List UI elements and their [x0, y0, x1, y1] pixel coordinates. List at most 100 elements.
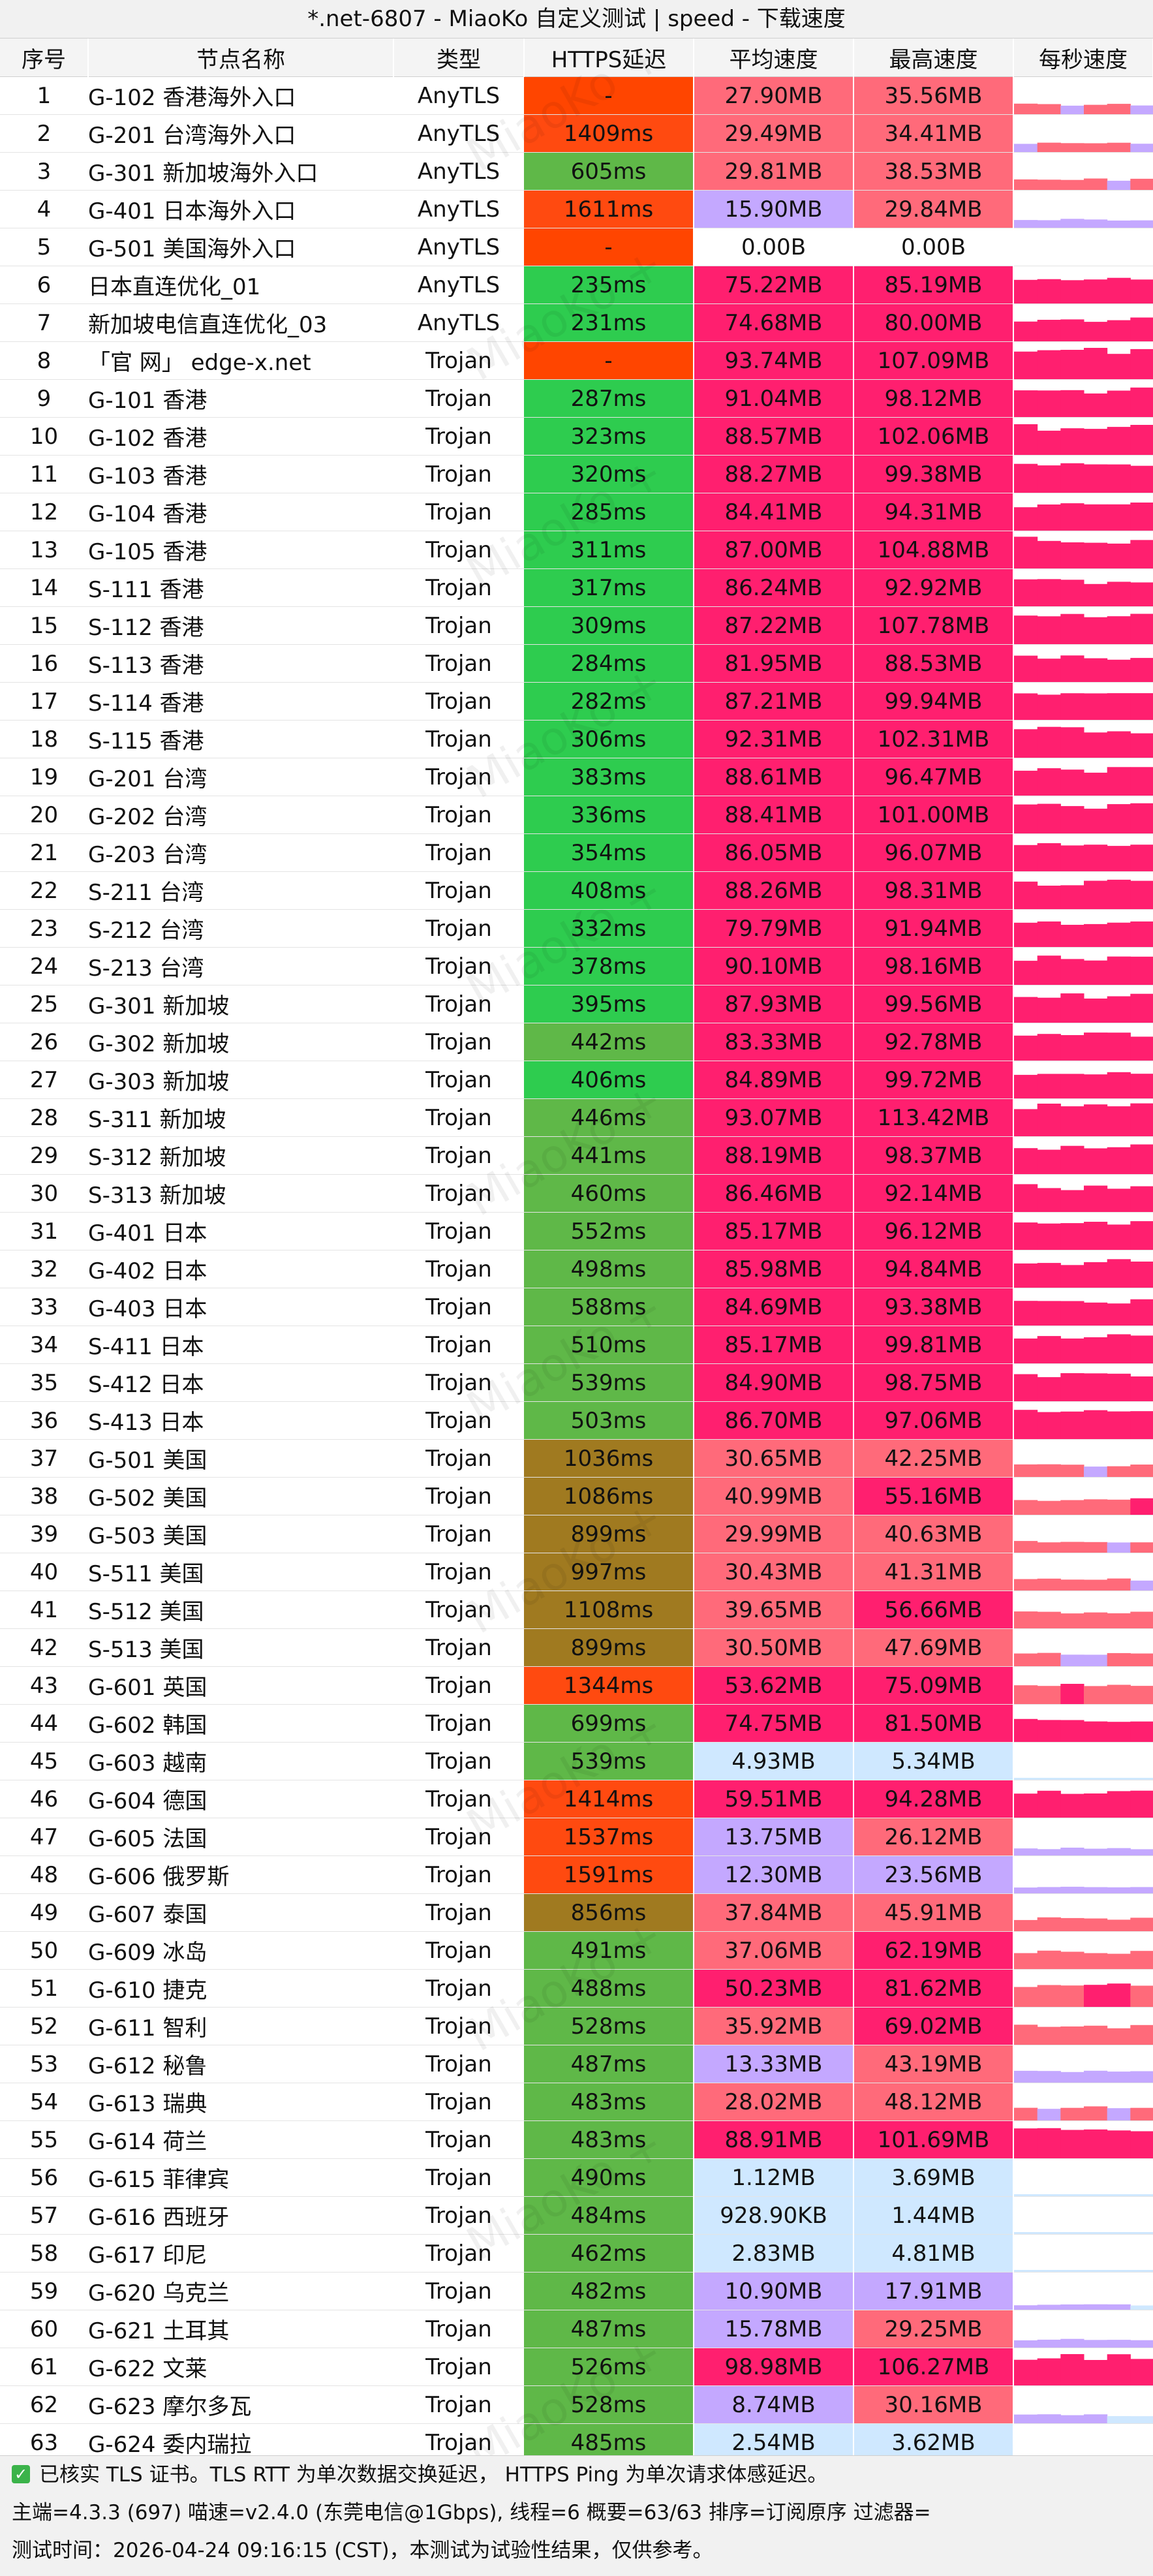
table-row[interactable]: 16 S-113 香港 Trojan 284ms 81.95MB 88.53MB — [0, 644, 1153, 683]
table-row[interactable]: 30 S-313 新加坡 Trojan 460ms 86.46MB 92.14MB — [0, 1174, 1153, 1213]
https-latency: 605ms — [524, 152, 694, 191]
https-latency: 336ms — [524, 796, 694, 834]
col-header-avg-speed[interactable]: 平均速度 — [694, 39, 854, 77]
table-row[interactable]: 58 G-617 印尼 Trojan 462ms 2.83MB 4.81MB — [0, 2234, 1153, 2273]
sparkline-bar — [1084, 999, 1108, 1023]
table-row[interactable]: 41 S-512 美国 Trojan 1108ms 39.65MB 56.66MB — [0, 1591, 1153, 1629]
table-row[interactable]: 13 G-105 香港 Trojan 311ms 87.00MB 104.88MB — [0, 531, 1153, 569]
table-row[interactable]: 34 S-411 日本 Trojan 510ms 85.17MB 99.81MB — [0, 1326, 1153, 1364]
avg-speed: 30.50MB — [694, 1628, 854, 1667]
table-row[interactable]: 33 G-403 日本 Trojan 588ms 84.69MB 93.38MB — [0, 1288, 1153, 1326]
per-second-speed-sparkline — [1013, 190, 1153, 228]
table-row[interactable]: 27 G-303 新加坡 Trojan 406ms 84.89MB 99.72MB — [0, 1061, 1153, 1099]
row-index: 59 — [0, 2272, 88, 2310]
table-row[interactable]: 2 G-201 台湾海外入口 AnyTLS 1409ms 29.49MB 34.41MB — [0, 114, 1153, 153]
sparkline-bar — [1084, 322, 1108, 341]
table-row[interactable]: 18 S-115 香港 Trojan 306ms 92.31MB 102.31MB — [0, 720, 1153, 758]
table-row[interactable]: 26 G-302 新加坡 Trojan 442ms 83.33MB 92.78MB — [0, 1023, 1153, 1061]
table-row[interactable]: 53 G-612 秘鲁 Trojan 487ms 13.33MB 43.19MB — [0, 2045, 1153, 2083]
col-header-index[interactable]: 序号 — [0, 39, 89, 77]
table-row[interactable]: 57 G-616 西班牙 Trojan 484ms 928.90KB 1.44MB — [0, 2196, 1153, 2235]
node-name: G-103 香港 — [88, 455, 393, 493]
table-row[interactable]: 42 S-513 美国 Trojan 899ms 30.50MB 47.69MB — [0, 1628, 1153, 1667]
row-index: 13 — [0, 531, 88, 569]
table-row[interactable]: 51 G-610 捷克 Trojan 488ms 50.23MB 81.62MB — [0, 1969, 1153, 2008]
table-row[interactable]: 47 G-605 法国 Trojan 1537ms 13.75MB 26.12MB — [0, 1818, 1153, 1856]
https-latency: 1611ms — [524, 190, 694, 228]
sparkline-bar — [1084, 880, 1108, 909]
max-speed: 98.31MB — [853, 871, 1014, 910]
sparkline-bar — [1037, 540, 1061, 568]
table-row[interactable]: 61 G-622 文莱 Trojan 526ms 98.98MB 106.27MB — [0, 2348, 1153, 2386]
table-row[interactable]: 11 G-103 香港 Trojan 320ms 88.27MB 99.38MB — [0, 455, 1153, 493]
table-row[interactable]: 9 G-101 香港 Trojan 287ms 91.04MB 98.12MB — [0, 379, 1153, 418]
table-row[interactable]: 59 G-620 乌克兰 Trojan 482ms 10.90MB 17.91MB — [0, 2272, 1153, 2310]
table-row[interactable]: 60 G-621 土耳其 Trojan 487ms 15.78MB 29.25MB — [0, 2310, 1153, 2348]
table-row[interactable]: 21 G-203 台湾 Trojan 354ms 86.05MB 96.07MB — [0, 833, 1153, 872]
sparkline-bar — [1060, 959, 1084, 985]
sparkline-bar — [1060, 1223, 1084, 1250]
table-row[interactable]: 50 G-609 冰岛 Trojan 491ms 37.06MB 62.19MB — [0, 1931, 1153, 1970]
table-row[interactable]: 6 日本直连优化_01 AnyTLS 235ms 75.22MB 85.19MB — [0, 266, 1153, 304]
sparkline-bar — [1130, 1721, 1153, 1742]
sparkline-bar — [1130, 1887, 1153, 1893]
table-row[interactable]: 24 S-213 台湾 Trojan 378ms 90.10MB 98.16MB — [0, 947, 1153, 985]
col-header-per-second-speed[interactable]: 每秒速度 — [1013, 39, 1153, 77]
table-row[interactable]: 28 S-311 新加坡 Trojan 446ms 93.07MB 113.42MB — [0, 1098, 1153, 1137]
sparkline-bar — [1037, 1778, 1061, 1780]
per-second-speed-sparkline — [1013, 1855, 1153, 1894]
sparkline-bar — [1084, 809, 1108, 833]
table-row[interactable]: 20 G-202 台湾 Trojan 336ms 88.41MB 101.00MB — [0, 796, 1153, 834]
table-row[interactable]: 49 G-607 泰国 Trojan 856ms 37.84MB 45.91MB — [0, 1893, 1153, 1932]
max-speed: 80.00MB — [853, 303, 1014, 342]
col-header-https-latency[interactable]: HTTPS延迟 — [524, 39, 694, 77]
table-row[interactable]: 3 G-301 新加坡海外入口 AnyTLS 605ms 29.81MB 38.53MB — [0, 152, 1153, 191]
table-row[interactable]: 43 G-601 英国 Trojan 1344ms 53.62MB 75.09MB — [0, 1666, 1153, 1705]
table-row[interactable]: 10 G-102 香港 Trojan 323ms 88.57MB 102.06MB — [0, 417, 1153, 456]
table-row[interactable]: 4 G-401 日本海外入口 AnyTLS 1611ms 15.90MB 29.84MB — [0, 190, 1153, 228]
table-row[interactable]: 22 S-211 台湾 Trojan 408ms 88.26MB 98.31MB — [0, 871, 1153, 910]
table-row[interactable]: 5 G-501 美国海外入口 AnyTLS -0.00B 0.00B — [0, 228, 1153, 266]
table-row[interactable]: 14 S-111 香港 Trojan 317ms 86.24MB 92.92MB — [0, 568, 1153, 607]
table-row[interactable]: 40 S-511 美国 Trojan 997ms 30.43MB 41.31MB — [0, 1553, 1153, 1591]
table-row[interactable]: 37 G-501 美国 Trojan 1036ms 30.65MB 42.25MB — [0, 1439, 1153, 1478]
sparkline-bar — [1130, 658, 1153, 682]
table-row[interactable]: 31 G-401 日本 Trojan 552ms 85.17MB 96.12MB — [0, 1212, 1153, 1250]
sparkline-bar — [1014, 1778, 1038, 1780]
table-row[interactable]: 29 S-312 新加坡 Trojan 441ms 88.19MB 98.37MB — [0, 1136, 1153, 1175]
table-row[interactable]: 8 「官 网」 edge-x.net Trojan -93.74MB 107.09MB — [0, 341, 1153, 380]
table-row[interactable]: 48 G-606 俄罗斯 Trojan 1591ms 12.30MB 23.56MB — [0, 1855, 1153, 1894]
col-header-type[interactable]: 类型 — [393, 39, 525, 77]
table-row[interactable]: 7 新加坡电信直连优化_03 AnyTLS 231ms 74.68MB 80.00MB — [0, 303, 1153, 342]
table-row[interactable]: 23 S-212 台湾 Trojan 332ms 79.79MB 91.94MB — [0, 909, 1153, 948]
https-latency: 317ms — [524, 568, 694, 607]
node-type: Trojan — [393, 1363, 524, 1402]
table-row[interactable]: 45 G-603 越南 Trojan 539ms 4.93MB 5.34MB — [0, 1742, 1153, 1780]
table-row[interactable]: 44 G-602 韩国 Trojan 699ms 74.75MB 81.50MB — [0, 1704, 1153, 1743]
table-row[interactable]: 52 G-611 智利 Trojan 528ms 35.92MB 69.02MB — [0, 2007, 1153, 2045]
table-row[interactable]: 25 G-301 新加坡 Trojan 395ms 87.93MB 99.56MB — [0, 985, 1153, 1023]
table-row[interactable]: 39 G-503 美国 Trojan 899ms 29.99MB 40.63MB — [0, 1515, 1153, 1553]
table-row[interactable]: 36 S-413 日本 Trojan 503ms 86.70MB 97.06MB — [0, 1401, 1153, 1440]
table-row[interactable]: 46 G-604 德国 Trojan 1414ms 59.51MB 94.28MB — [0, 1780, 1153, 1818]
table-row[interactable]: 38 G-502 美国 Trojan 1086ms 40.99MB 55.16MB — [0, 1477, 1153, 1515]
table-row[interactable]: 54 G-613 瑞典 Trojan 483ms 28.02MB 48.12MB — [0, 2083, 1153, 2121]
table-row[interactable]: 15 S-112 香港 Trojan 309ms 87.22MB 107.78MB — [0, 606, 1153, 645]
table-row[interactable]: 35 S-412 日本 Trojan 539ms 84.90MB 98.75MB — [0, 1363, 1153, 1402]
table-row[interactable]: 12 G-104 香港 Trojan 285ms 84.41MB 94.31MB — [0, 493, 1153, 531]
max-speed: 38.53MB — [853, 152, 1014, 191]
per-second-speed-sparkline — [1013, 947, 1153, 985]
sparkline-bar — [1130, 1498, 1153, 1515]
table-row[interactable]: 55 G-614 荷兰 Trojan 483ms 88.91MB 101.69MB — [0, 2120, 1153, 2159]
col-header-max-speed[interactable]: 最高速度 — [853, 39, 1014, 77]
table-row[interactable]: 62 G-623 摩尔多瓦 Trojan 528ms 8.74MB 30.16MB — [0, 2385, 1153, 2424]
table-row[interactable]: 1 G-102 香港海外入口 AnyTLS -27.90MB 35.56MB — [0, 76, 1153, 115]
sparkline-bar — [1084, 143, 1108, 152]
table-row[interactable]: 17 S-114 香港 Trojan 282ms 87.21MB 99.94MB — [0, 682, 1153, 721]
col-header-node-name[interactable]: 节点名称 — [88, 39, 394, 77]
table-row[interactable]: 32 G-402 日本 Trojan 498ms 85.98MB 94.84MB — [0, 1250, 1153, 1288]
node-name: S-511 美国 — [88, 1553, 393, 1591]
table-row[interactable]: 19 G-201 台湾 Trojan 383ms 88.61MB 96.47MB — [0, 758, 1153, 796]
table-row[interactable]: 56 G-615 菲律宾 Trojan 490ms 1.12MB 3.69MB — [0, 2158, 1153, 2197]
sparkline-bar — [1084, 1887, 1108, 1893]
